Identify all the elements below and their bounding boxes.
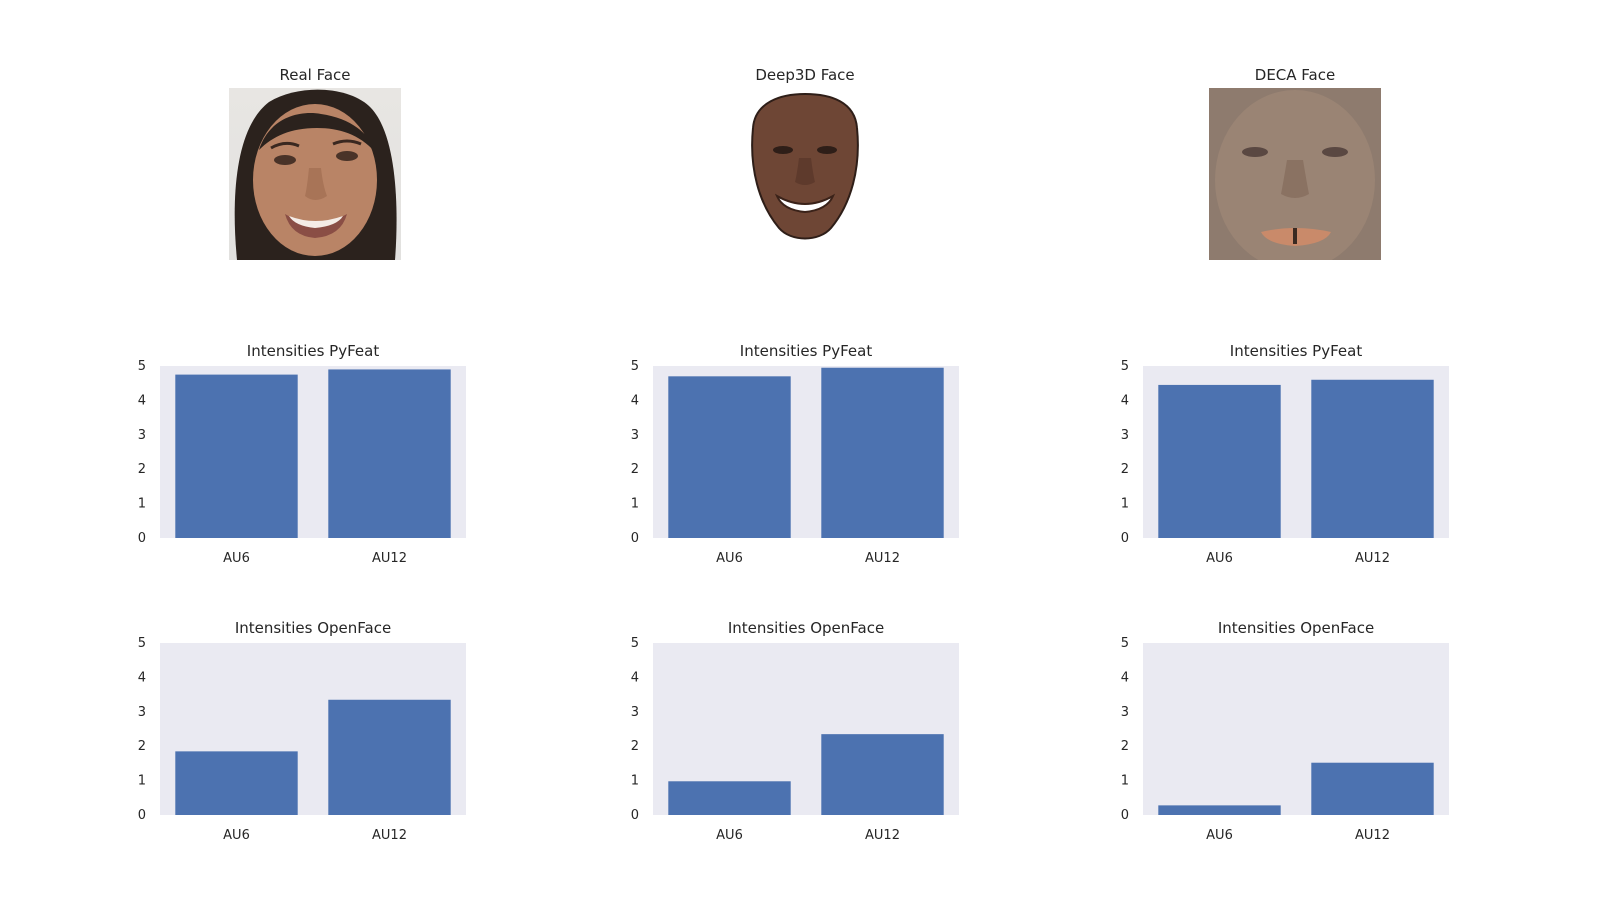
y-tick-label: 5	[138, 359, 146, 374]
bar-au6	[668, 376, 791, 538]
chart-title: Intensities OpenFace	[728, 619, 884, 637]
x-tick-label: AU6	[223, 551, 250, 566]
bar-au12	[328, 699, 451, 815]
x-tick-label: AU6	[716, 828, 743, 843]
y-tick-label: 1	[138, 497, 146, 512]
x-tick-label: AU12	[1355, 828, 1390, 843]
bar-au12	[821, 367, 944, 538]
chart-6: Intensities OpenFace 0 1 2 3 4 5 AU6 AU12	[1121, 619, 1449, 843]
y-tick-label: 3	[631, 428, 639, 443]
y-tick-label: 5	[138, 636, 146, 651]
bar-au12	[1311, 762, 1434, 815]
chart-5: Intensities OpenFace 0 1 2 3 4 5 AU6 AU12	[631, 619, 959, 843]
y-tick-label: 1	[631, 774, 639, 789]
y-tick-label: 0	[631, 808, 639, 823]
y-tick-label: 3	[1121, 705, 1129, 720]
bar-au6	[175, 751, 298, 815]
y-tick-label: 4	[138, 393, 146, 408]
deca-face-image	[1209, 88, 1381, 260]
y-tick-label: 3	[138, 428, 146, 443]
bar-au6	[1158, 805, 1281, 815]
x-tick-label: AU6	[223, 828, 250, 843]
y-tick-label: 4	[1121, 393, 1129, 408]
x-tick-label: AU6	[1206, 551, 1233, 566]
bar-au12	[328, 369, 451, 538]
x-tick-label: AU6	[1206, 828, 1233, 843]
y-tick-label: 2	[631, 739, 639, 754]
y-tick-label: 0	[631, 531, 639, 546]
y-tick-label: 4	[631, 670, 639, 685]
deca-face-title: DECA Face	[1254, 66, 1336, 84]
real-face-title: Real Face	[279, 66, 351, 84]
bar-au6	[1158, 384, 1281, 538]
chart-3: Intensities PyFeat 0 1 2 3 4 5 AU6 AU12	[1121, 342, 1449, 566]
chart-title: Intensities PyFeat	[247, 342, 380, 360]
y-tick-label: 3	[631, 705, 639, 720]
y-tick-label: 2	[138, 739, 146, 754]
x-tick-label: AU12	[372, 551, 407, 566]
bar-au6	[175, 374, 298, 538]
real-face-image	[229, 88, 401, 260]
x-tick-label: AU12	[372, 828, 407, 843]
y-tick-label: 0	[1121, 808, 1129, 823]
chart-title: Intensities PyFeat	[1230, 342, 1363, 360]
y-tick-label: 1	[1121, 497, 1129, 512]
x-tick-label: AU12	[865, 828, 900, 843]
y-tick-label: 0	[138, 808, 146, 823]
y-tick-label: 2	[1121, 462, 1129, 477]
x-tick-label: AU12	[1355, 551, 1390, 566]
bar-au12	[1311, 379, 1434, 538]
y-tick-label: 5	[631, 359, 639, 374]
deep3d-face-title: Deep3D Face	[755, 66, 855, 84]
chart-4: Intensities OpenFace 0 1 2 3 4 5 AU6 AU12	[138, 619, 466, 843]
chart-1: Intensities PyFeat 0 1 2 3 4 5 AU6 AU12	[138, 342, 466, 566]
y-tick-label: 2	[138, 462, 146, 477]
y-tick-label: 2	[1121, 739, 1129, 754]
y-tick-label: 5	[631, 636, 639, 651]
y-tick-label: 0	[1121, 531, 1129, 546]
y-tick-label: 1	[1121, 774, 1129, 789]
y-tick-label: 5	[1121, 359, 1129, 374]
bar-au6	[668, 781, 791, 815]
chart-2: Intensities PyFeat 0 1 2 3 4 5 AU6 AU12	[631, 342, 959, 566]
y-tick-label: 2	[631, 462, 639, 477]
y-tick-label: 4	[631, 393, 639, 408]
bar-au12	[821, 734, 944, 815]
y-tick-label: 1	[138, 774, 146, 789]
y-tick-label: 3	[138, 705, 146, 720]
y-tick-label: 1	[631, 497, 639, 512]
chart-title: Intensities OpenFace	[235, 619, 391, 637]
y-tick-label: 4	[1121, 670, 1129, 685]
chart-title: Intensities PyFeat	[740, 342, 873, 360]
y-tick-label: 3	[1121, 428, 1129, 443]
deep3d-face-image	[719, 88, 891, 260]
chart-title: Intensities OpenFace	[1218, 619, 1374, 637]
y-tick-label: 5	[1121, 636, 1129, 651]
x-tick-label: AU6	[716, 551, 743, 566]
x-tick-label: AU12	[865, 551, 900, 566]
y-tick-label: 4	[138, 670, 146, 685]
y-tick-label: 0	[138, 531, 146, 546]
